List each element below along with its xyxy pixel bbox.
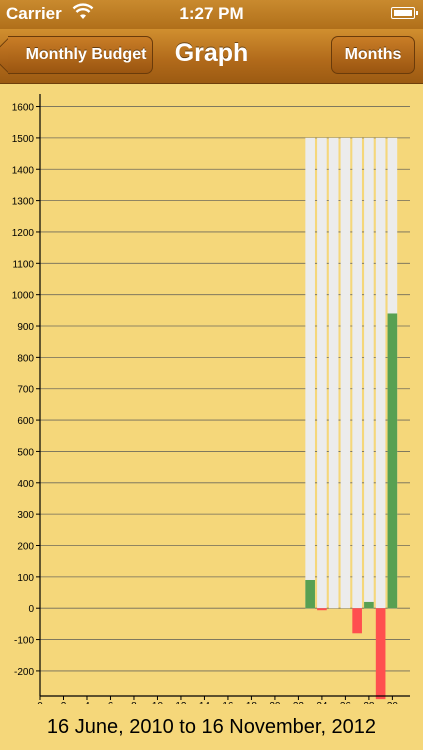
y-tick-label: 0: [28, 604, 34, 615]
x-tick-label: 28: [363, 701, 375, 704]
x-tick-label: 8: [131, 701, 137, 704]
x-tick-label: 6: [108, 701, 114, 704]
y-tick-label: 500: [17, 447, 34, 458]
x-tick-label: 2: [61, 701, 67, 704]
y-tick-label: 400: [17, 479, 34, 490]
y-tick-label: 1500: [12, 134, 35, 145]
budget-bar: [317, 137, 327, 609]
x-tick-label: 10: [152, 701, 164, 704]
budget-bar: [364, 137, 374, 609]
budget-bar: [375, 137, 386, 609]
x-tick-label: 14: [199, 701, 211, 704]
y-tick-label: 1000: [12, 291, 35, 302]
carrier-label: Carrier: [6, 4, 62, 23]
y-tick-label: 1300: [12, 197, 35, 208]
x-tick-label: 22: [293, 701, 305, 704]
budget-bar: [328, 137, 339, 609]
x-tick-label: 18: [246, 701, 258, 704]
months-button[interactable]: Months: [331, 36, 415, 74]
graph-canvas: -200-10001002003004005006007008009001000…: [12, 94, 410, 704]
x-tick-label: 0: [37, 701, 43, 704]
budget-bar: [340, 137, 351, 609]
y-tick-label: -200: [14, 667, 34, 678]
deficit-bar: [317, 608, 327, 611]
x-tick-label: 4: [84, 701, 90, 704]
y-tick-label: 200: [17, 542, 34, 553]
surplus-bar: [364, 601, 374, 609]
y-tick-label: 300: [17, 510, 34, 521]
clock: 1:27 PM: [179, 4, 244, 23]
y-tick-label: 800: [17, 353, 34, 364]
y-tick-label: 900: [17, 322, 34, 333]
wifi-icon: [72, 3, 94, 26]
deficit-bar: [352, 608, 362, 634]
y-tick-label: 1600: [12, 103, 35, 114]
y-tick-label: -100: [14, 636, 34, 647]
y-tick-label: 600: [17, 416, 34, 427]
budget-bar: [305, 137, 315, 609]
months-button-label: Months: [344, 46, 402, 63]
x-tick-label: 30: [387, 701, 399, 704]
battery-icon: [391, 7, 418, 19]
y-tick-label: 700: [17, 385, 34, 396]
y-tick-label: 1100: [12, 259, 34, 270]
y-tick-label: 1200: [12, 228, 35, 239]
surplus-bar: [387, 313, 398, 609]
y-tick-label: 100: [17, 573, 34, 584]
y-tick-label: 1400: [12, 165, 35, 176]
deficit-bar: [375, 608, 386, 700]
back-button-label: Monthly Budget: [25, 46, 147, 63]
x-tick-label: 24: [316, 701, 328, 704]
status-bar: Carrier 1:27 PM: [0, 0, 423, 29]
x-tick-label: 20: [269, 701, 281, 704]
surplus-bar: [305, 579, 315, 609]
budget-graph: -200 -100 0 100 200 300 400 500 600 700 800 900 1000…: [0, 84, 423, 704]
date-range-label: 16 June, 2010 to 16 November, 2012: [46, 716, 377, 738]
monthly-budget-back-button[interactable]: Monthly Budget: [0, 36, 153, 75]
x-tick-label: 26: [340, 701, 352, 704]
x-tick-label: 16: [222, 701, 234, 704]
navigation-bar: Monthly Budget Graph Months: [0, 29, 423, 84]
page-title: Graph: [174, 39, 249, 67]
x-tick-label: 12: [175, 701, 187, 704]
budget-bar: [352, 137, 362, 609]
